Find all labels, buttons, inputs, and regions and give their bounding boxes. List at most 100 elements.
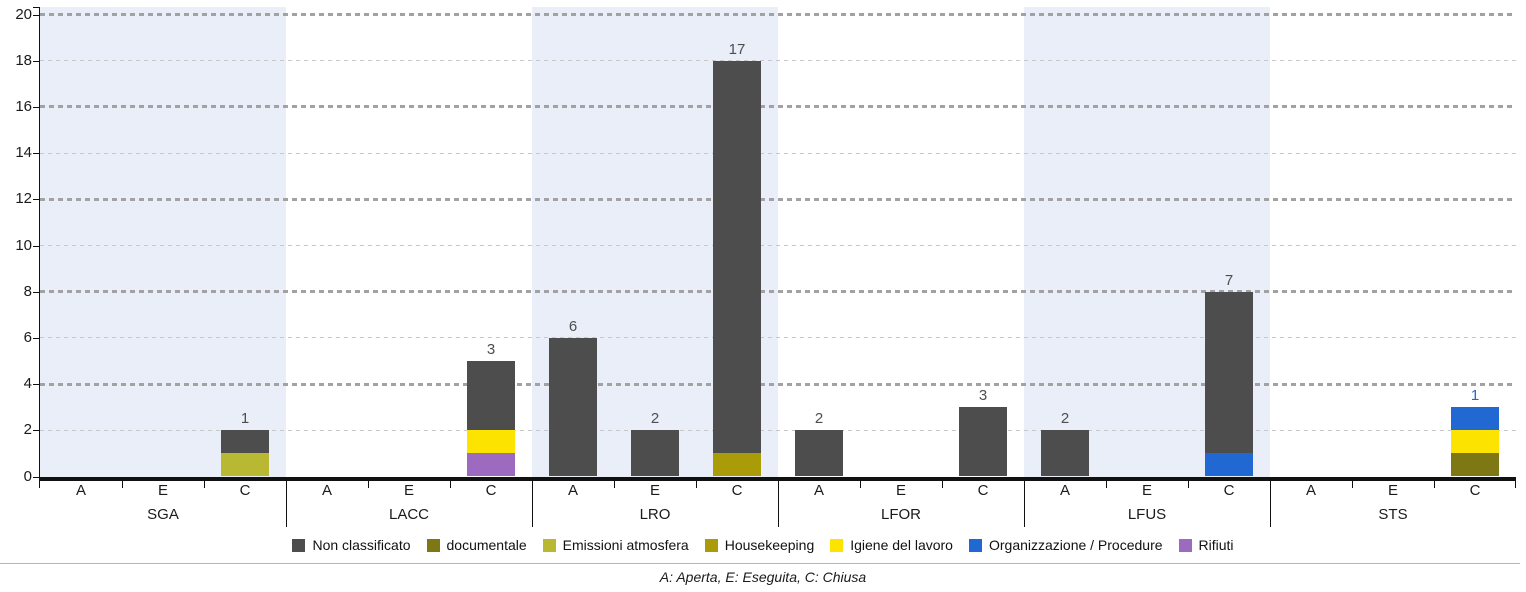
y-axis-tick-label: 18 [15,51,32,69]
status-label: A [1305,482,1316,499]
gridline [40,152,1516,154]
y-axis-tick [33,291,39,293]
y-axis-tick-label: 12 [15,190,32,208]
y-axis-tick-label: 0 [23,467,32,485]
status-label: C [1469,482,1481,499]
sub-tick [204,480,205,488]
x-axis-end-tick [1515,480,1516,488]
y-axis-tick [33,245,39,247]
y-axis-tick [33,14,39,16]
bar-segment[interactable] [1451,430,1499,454]
sub-tick [860,480,861,488]
legend-label: Housekeeping [724,537,815,553]
sub-tick [450,480,451,488]
bar-segment[interactable] [1205,453,1253,477]
bar-value-label: 3 [978,387,988,405]
y-axis-tick [33,337,39,339]
sub-tick [1352,480,1353,488]
y-axis-tick [33,476,39,478]
group-separator [1270,476,1271,527]
bar-segment[interactable] [713,60,761,454]
legend-swatch-icon [968,538,982,552]
group-separator [532,476,533,527]
legend-label: Igiene del lavoro [850,537,953,553]
y-axis-line [39,7,40,488]
status-label: C [731,482,743,499]
status-label: A [321,482,332,499]
gridline [40,197,1516,201]
y-axis-tick-label: 20 [15,5,32,23]
bar-segment[interactable] [1205,291,1253,454]
gridline [40,245,1516,246]
bar-segment[interactable] [959,407,1007,477]
legend-item[interactable]: Igiene del lavoro [830,537,953,553]
bar-value-label: 3 [486,341,496,358]
bar-segment[interactable] [1451,407,1499,431]
legend-item[interactable]: Emissioni atmosfera [542,537,689,553]
bar-value-label: 1 [1470,387,1480,405]
legend-item[interactable]: Rifiuti [1178,537,1234,553]
legend-item[interactable]: Non classificato [292,537,411,553]
status-label: A [1059,482,1070,499]
bar-segment[interactable] [467,430,515,454]
legend-swatch-icon [704,538,718,552]
group-separator [1024,476,1025,527]
footnote-caption: A: Aperta, E: Eseguita, C: Chiusa [659,569,867,585]
status-label: E [1387,482,1398,499]
gridline [40,337,1516,339]
group-label-sts: STS [1378,506,1408,523]
legend-item[interactable]: documentale [426,537,527,553]
group-label-sga: SGA [147,506,179,523]
plot-area: 02468101214161820SGAAEC11LACCAEC113LROA6… [15,5,1516,527]
y-axis-tick-label: 14 [15,144,32,162]
bar-segment[interactable] [1451,453,1499,477]
gridline [40,429,1516,431]
y-axis-tick [33,430,39,432]
legend-swatch-icon [292,538,306,552]
group-band [40,7,286,477]
bar-segment[interactable] [221,430,269,454]
bar-value-label: 7 [1224,271,1234,289]
y-axis-tick [33,384,39,386]
status-label: E [1141,482,1152,499]
bar-value-label: 2 [650,410,660,428]
legend-item[interactable]: Housekeeping [704,537,815,553]
bar-segment[interactable] [713,453,761,477]
y-axis-end-tick [33,7,39,8]
status-label: C [239,482,251,499]
legend-label: Rifiuti [1198,537,1234,553]
sub-tick [1106,480,1107,488]
bar-segment[interactable] [631,430,679,477]
y-axis-tick-label: 2 [23,421,32,439]
bar-value-label: 1 [240,410,250,428]
bar-segment[interactable] [467,361,515,431]
group-separator [286,476,287,527]
bar-value-label: 17 [728,40,746,58]
bar-segment[interactable] [795,430,843,477]
gridline [40,382,1516,386]
bar-segment[interactable] [549,337,597,477]
status-label: A [567,482,578,499]
bar-value-label: 2 [814,410,824,428]
legend-label: Emissioni atmosfera [562,537,689,553]
group-separator [778,476,779,527]
sub-tick [696,480,697,488]
y-axis-tick-label: 10 [15,236,32,254]
legend-item[interactable]: Organizzazione / Procedure [968,537,1163,553]
bar-segment[interactable] [1041,430,1089,477]
y-axis-tick-label: 16 [15,97,32,115]
sub-tick [942,480,943,488]
sub-tick [122,480,123,488]
status-label: E [403,482,414,499]
y-axis-tick-label: 6 [23,328,32,346]
status-label: E [649,482,660,499]
x-axis-line [39,476,1516,481]
bar-segment[interactable] [467,453,515,477]
status-label: A [75,482,86,499]
bar-segment[interactable] [221,453,269,477]
status-label: A [813,482,824,499]
gridline [40,290,1516,294]
group-label-lacc: LACC [388,506,429,523]
gridline [40,105,1516,109]
status-label: C [485,482,497,499]
